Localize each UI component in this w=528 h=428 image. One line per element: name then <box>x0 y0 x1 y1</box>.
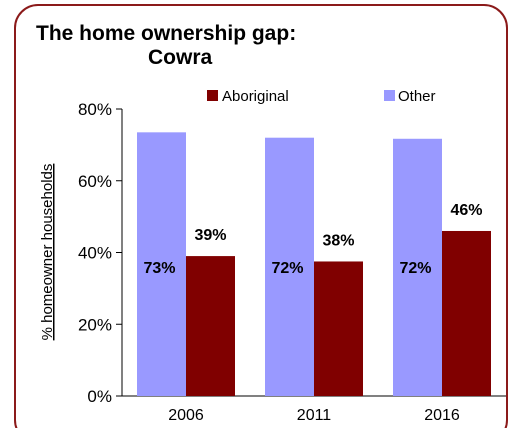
bar-aboriginal <box>314 261 363 396</box>
data-label-aboriginal: 38% <box>322 232 354 249</box>
legend-label-other: Other <box>398 88 436 105</box>
legend-swatch-other <box>384 90 395 101</box>
bar-other <box>265 137 314 396</box>
y-tick-label: 40% <box>78 244 112 263</box>
chart-title: The home ownership gap: Cowra <box>36 22 376 70</box>
chart-frame <box>14 4 508 428</box>
bar-other <box>137 132 186 396</box>
bar-aboriginal <box>442 230 491 396</box>
bar-other <box>393 138 442 396</box>
legend: Aboriginal Other <box>207 88 436 105</box>
chart-title-line1: The home ownership gap: <box>36 22 297 45</box>
data-label-aboriginal: 39% <box>194 227 226 244</box>
y-tick-label: 0% <box>87 387 112 406</box>
y-axis-label: % homeowner households <box>39 164 56 341</box>
chart-title-line2: Cowra <box>148 46 213 69</box>
legend-swatch-aboriginal <box>207 90 218 101</box>
y-ticks: 0% 20% 40% 60% 80% <box>78 100 122 406</box>
x-tick-label: 2006 <box>168 407 204 424</box>
x-ticks: 2006 2011 2016 <box>168 407 460 424</box>
x-tick-label: 2011 <box>297 407 332 424</box>
x-tick-label: 2016 <box>424 407 460 424</box>
data-label-other: 72% <box>271 260 303 277</box>
bars: 73% 39% 72% 38% 72% 46% <box>137 132 491 396</box>
y-tick-label: 20% <box>78 315 112 334</box>
data-label-aboriginal: 46% <box>450 202 482 219</box>
y-tick-label: 80% <box>78 100 112 119</box>
data-label-other: 72% <box>399 260 431 277</box>
legend-label-aboriginal: Aboriginal <box>222 88 289 105</box>
y-tick-label: 60% <box>78 172 112 191</box>
data-label-other: 73% <box>143 260 175 277</box>
bar-aboriginal <box>186 256 235 396</box>
